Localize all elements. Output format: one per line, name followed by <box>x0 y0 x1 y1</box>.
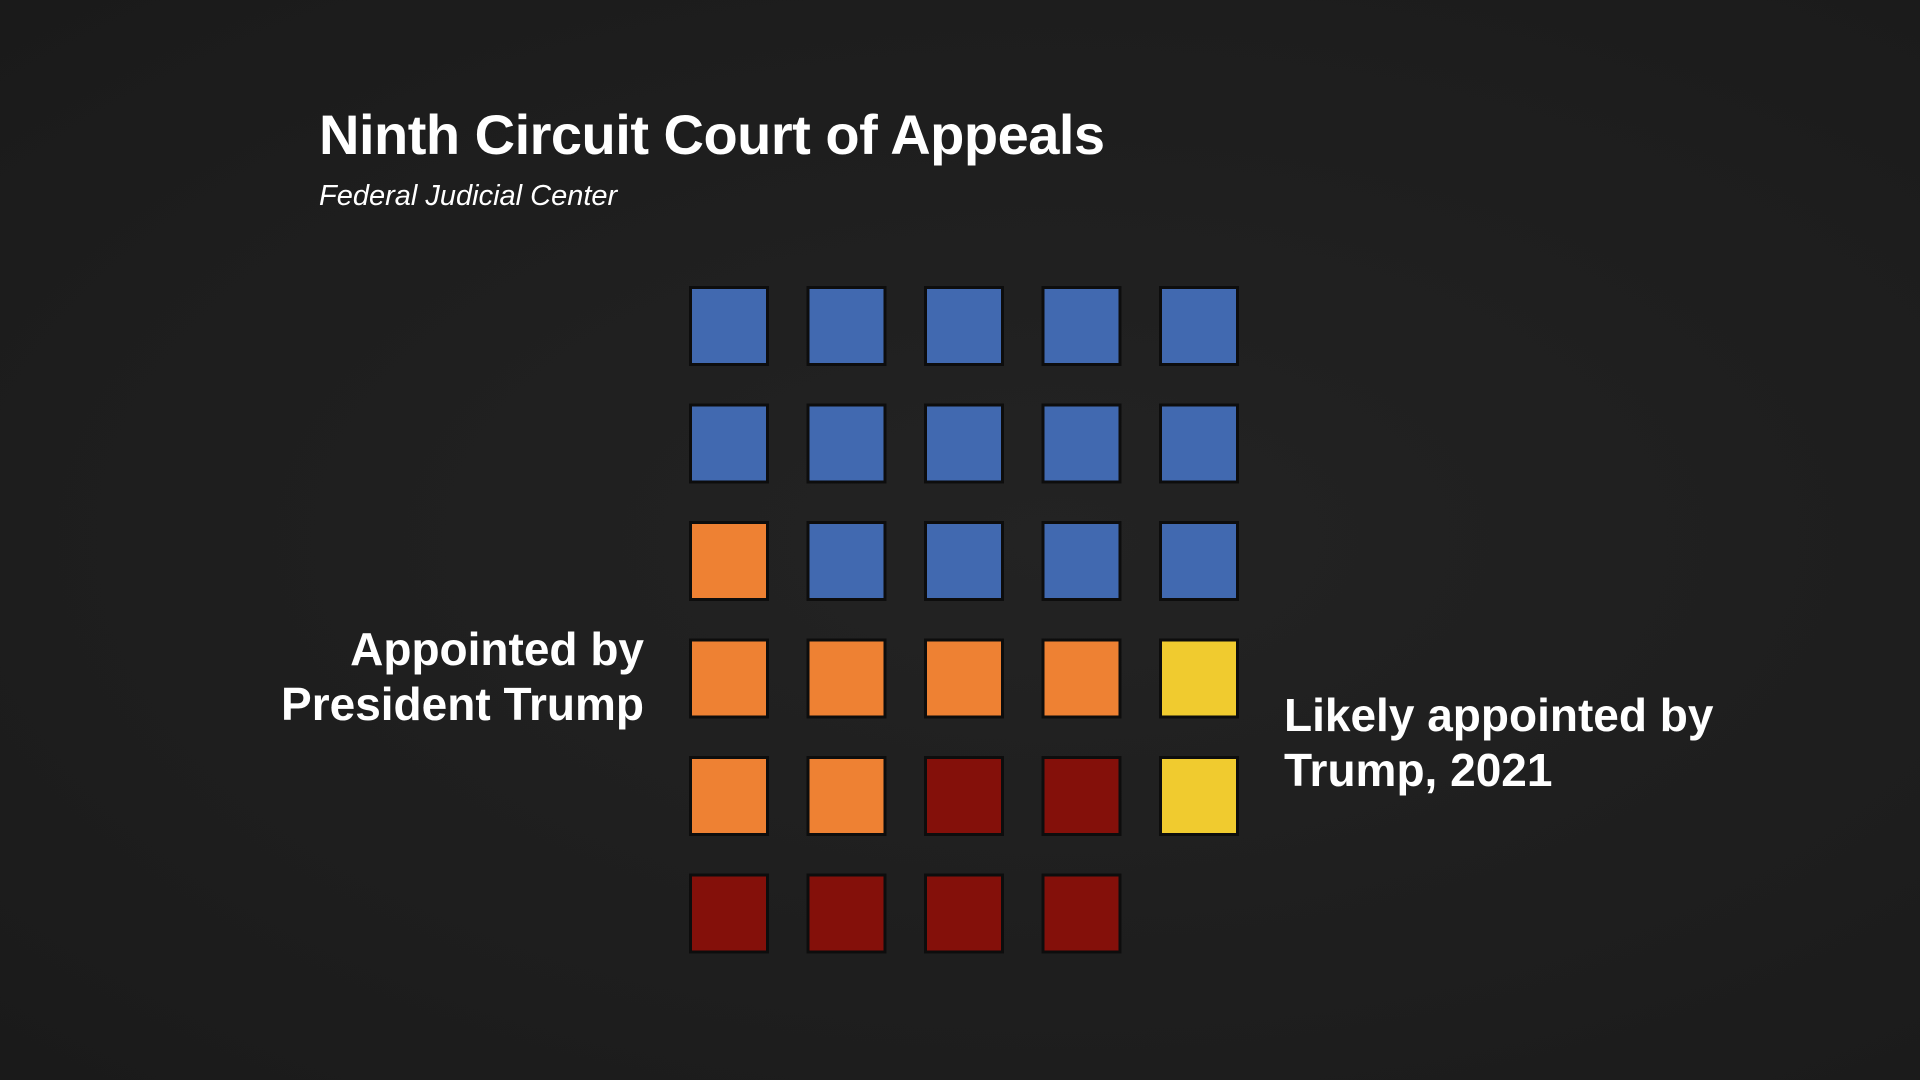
annotation-left-line-2: President Trump <box>281 678 644 730</box>
annotation-left: Appointed by President Trump <box>281 622 644 732</box>
waffle-cell-other <box>1159 521 1239 601</box>
waffle-cell-trump <box>689 756 769 836</box>
waffle-cell-other <box>1159 403 1239 484</box>
annotation-left-line-1: Appointed by <box>350 623 644 675</box>
waffle-cell-dark-red <box>1041 873 1122 954</box>
annotation-right: Likely appointed by Trump, 2021 <box>1284 688 1713 798</box>
waffle-cell-trump <box>689 638 769 719</box>
waffle-cell-other <box>806 286 887 366</box>
waffle-cell-other <box>1041 403 1122 484</box>
waffle-cell-dark-red <box>924 873 1004 954</box>
waffle-cell-other <box>1041 521 1122 601</box>
waffle-cell-other <box>1159 286 1239 366</box>
waffle-cell-trump <box>806 756 887 836</box>
waffle-cell-other <box>924 521 1004 601</box>
waffle-cell-other <box>806 521 887 601</box>
waffle-cell-other <box>689 286 769 366</box>
waffle-cell-trump <box>1041 638 1122 719</box>
waffle-cell-trump <box>806 638 887 719</box>
waffle-cell-dark-red <box>689 873 769 954</box>
waffle-cell-trump <box>689 521 769 601</box>
waffle-cell-other <box>1041 286 1122 366</box>
waffle-grid <box>689 286 1239 954</box>
chart-subtitle: Federal Judicial Center <box>319 180 618 212</box>
chart-title: Ninth Circuit Court of Appeals <box>319 103 1105 166</box>
waffle-cell-dark-red <box>924 756 1004 836</box>
annotation-right-line-2: Trump, 2021 <box>1284 744 1553 796</box>
waffle-cell-trump <box>924 638 1004 719</box>
annotation-right-line-1: Likely appointed by <box>1284 689 1714 741</box>
waffle-cell-trump-2021 <box>1159 756 1239 836</box>
waffle-cell-other <box>924 403 1004 484</box>
waffle-cell-other <box>689 403 769 484</box>
waffle-cell-other <box>806 403 887 484</box>
waffle-cell-trump-2021 <box>1159 638 1239 719</box>
waffle-cell-dark-red <box>1041 756 1122 836</box>
waffle-cell-other <box>924 286 1004 366</box>
waffle-cell-dark-red <box>806 873 887 954</box>
